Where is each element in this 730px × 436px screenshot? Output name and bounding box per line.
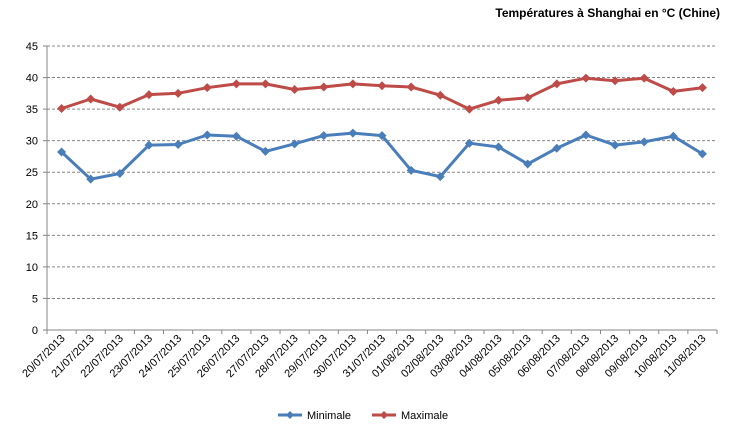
data-point-minimale	[610, 140, 620, 150]
legend-label-minimale: Minimale	[307, 410, 351, 422]
data-point-minimale	[523, 159, 533, 169]
y-axis-ticks: 0 5 10 15 20 25 30 35 40 45	[26, 41, 47, 337]
data-point-minimale	[581, 130, 591, 140]
data-point-maximale	[435, 90, 445, 100]
data-point-minimale	[464, 138, 474, 148]
data-point-maximale	[202, 83, 212, 93]
data-point-maximale	[523, 93, 533, 103]
data-point-maximale	[260, 79, 270, 89]
data-point-maximale	[290, 85, 300, 95]
data-point-minimale	[260, 146, 270, 156]
data-point-minimale	[494, 142, 504, 152]
y-tick-label: 0	[32, 325, 38, 337]
data-point-minimale	[435, 172, 445, 182]
data-point-minimale	[86, 174, 96, 184]
data-point-maximale	[406, 82, 416, 92]
data-point-minimale	[552, 143, 562, 153]
data-point-minimale	[115, 168, 125, 178]
legend-marker-minimale	[286, 411, 294, 419]
data-point-maximale	[348, 79, 358, 89]
data-point-maximale	[464, 104, 474, 114]
data-point-maximale	[377, 81, 387, 91]
data-point-minimale	[319, 131, 329, 141]
data-point-maximale	[668, 86, 678, 96]
data-point-minimale	[348, 128, 358, 138]
y-tick-label: 30	[26, 136, 38, 148]
data-point-maximale	[319, 82, 329, 92]
legend: Minimale Maximale	[278, 410, 448, 422]
data-point-maximale	[639, 73, 649, 83]
data-point-minimale	[202, 130, 212, 140]
y-tick-label: 25	[26, 167, 38, 179]
y-tick-label: 5	[32, 293, 38, 305]
y-tick-label: 15	[26, 230, 38, 242]
data-point-maximale	[552, 79, 562, 89]
data-point-maximale	[494, 95, 504, 105]
data-point-minimale	[406, 165, 416, 175]
y-tick-label: 10	[26, 262, 38, 274]
data-point-maximale	[144, 90, 154, 100]
data-point-maximale	[581, 73, 591, 83]
legend-marker-maximale	[380, 411, 388, 419]
series-lines	[57, 73, 707, 184]
x-axis-ticks: 20/07/201321/07/201322/07/201323/07/2013…	[20, 330, 718, 380]
data-point-minimale	[697, 149, 707, 159]
gridlines	[46, 45, 717, 331]
data-point-maximale	[610, 76, 620, 86]
y-tick-label: 45	[26, 41, 38, 53]
data-point-minimale	[173, 139, 183, 149]
legend-label-maximale: Maximale	[401, 410, 448, 422]
data-point-minimale	[639, 137, 649, 147]
data-point-maximale	[57, 103, 67, 113]
data-point-maximale	[697, 83, 707, 93]
data-point-maximale	[115, 102, 125, 112]
y-tick-label: 40	[26, 73, 38, 85]
data-point-minimale	[231, 131, 241, 141]
data-point-minimale	[144, 140, 154, 150]
chart-title: Températures à Shanghai en °C (Chine)	[495, 6, 720, 20]
data-point-minimale	[290, 139, 300, 149]
data-point-minimale	[57, 147, 67, 157]
data-point-minimale	[668, 131, 678, 141]
data-point-maximale	[86, 94, 96, 104]
data-point-maximale	[173, 88, 183, 98]
y-tick-label: 35	[26, 104, 38, 116]
y-tick-label: 20	[26, 199, 38, 211]
data-point-minimale	[377, 131, 387, 141]
data-point-maximale	[231, 79, 241, 89]
